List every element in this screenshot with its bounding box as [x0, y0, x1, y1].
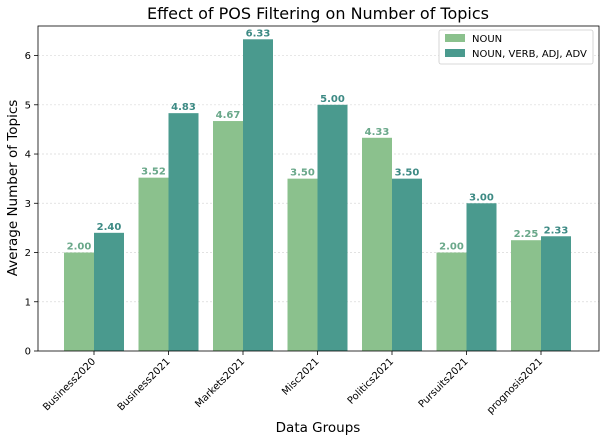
legend-label-noun-verb-adj-adv: NOUN, VERB, ADJ, ADV [472, 49, 587, 60]
data-label: 2.00 [439, 242, 464, 253]
legend-label-noun: NOUN [472, 34, 502, 45]
x-tick-label: Misc2021 [280, 356, 321, 397]
bar-noun-verb-adj-adv-markets2021 [243, 39, 273, 351]
data-label: 3.00 [469, 192, 494, 203]
x-tick-label: Markets2021 [193, 356, 247, 410]
x-tick-label: prognosis2021 [485, 356, 545, 416]
legend: NOUN NOUN, VERB, ADJ, ADV [438, 29, 594, 65]
bar-noun-verb-adj-adv-prognosis2021 [541, 236, 571, 351]
data-label: 2.33 [544, 225, 569, 236]
data-label: 2.00 [67, 242, 92, 253]
legend-swatch-noun [445, 34, 465, 42]
data-label: 3.50 [395, 168, 420, 179]
bar-noun-verb-adj-adv-business2020 [94, 232, 124, 351]
y-tick-label: 1 [25, 297, 31, 308]
bar-noun-business2021 [138, 177, 169, 351]
data-label: 6.33 [246, 28, 271, 39]
y-axis-label: Average Number of Topics [5, 100, 21, 277]
data-label: 5.00 [320, 94, 345, 105]
data-label: 4.33 [365, 127, 390, 138]
bar-noun-verb-adj-adv-politics2021 [392, 178, 422, 351]
x-tick-label: Politics2021 [346, 356, 396, 406]
x-tick-label: Business2021 [116, 356, 173, 413]
bar-noun-markets2021 [213, 121, 243, 352]
bars [64, 39, 571, 352]
data-label: 4.67 [216, 110, 241, 121]
y-tick-label: 4 [25, 150, 31, 161]
plot-frame [37, 25, 600, 352]
y-tick-label: 2 [25, 248, 31, 259]
y-tick-label: 5 [25, 100, 31, 111]
data-label: 3.50 [290, 168, 315, 179]
data-label: 2.40 [97, 222, 122, 233]
legend-box [438, 29, 594, 65]
bar-noun-verb-adj-adv-pursuits2021 [466, 203, 497, 351]
data-label: 2.25 [514, 229, 539, 240]
x-tick-label: Business2020 [41, 356, 98, 413]
bar-noun-verb-adj-adv-misc2021 [317, 104, 348, 352]
chart-title: Effect of POS Filtering on Number of Top… [147, 4, 489, 23]
y-tick-label: 0 [25, 347, 31, 358]
x-axis-ticks: Business2020 Business2021 Markets2021 Misc2… [41, 351, 545, 416]
bar-noun-business2020 [64, 252, 94, 351]
legend-swatch-noun-verb-adj-adv [445, 49, 465, 57]
y-axis-ticks: 0 1 2 3 4 5 6 [25, 51, 38, 358]
bar-noun-pursuits2021 [436, 252, 467, 351]
x-axis-label: Data Groups [276, 420, 361, 436]
x-tick-label: Pursuits2021 [417, 356, 471, 410]
data-label: 4.83 [171, 102, 196, 113]
bar-noun-misc2021 [287, 178, 318, 351]
bar-noun-verb-adj-adv-business2021 [168, 113, 199, 351]
data-labels: 2.00 2.40 3.52 4.83 4.67 6.33 3.50 5.00 4.33 3.50… [67, 28, 569, 252]
y-tick-label: 6 [25, 51, 31, 62]
data-label: 3.52 [141, 167, 166, 178]
bar-noun-prognosis2021 [511, 240, 541, 351]
bar-noun-politics2021 [362, 137, 392, 351]
y-tick-label: 3 [25, 199, 31, 210]
